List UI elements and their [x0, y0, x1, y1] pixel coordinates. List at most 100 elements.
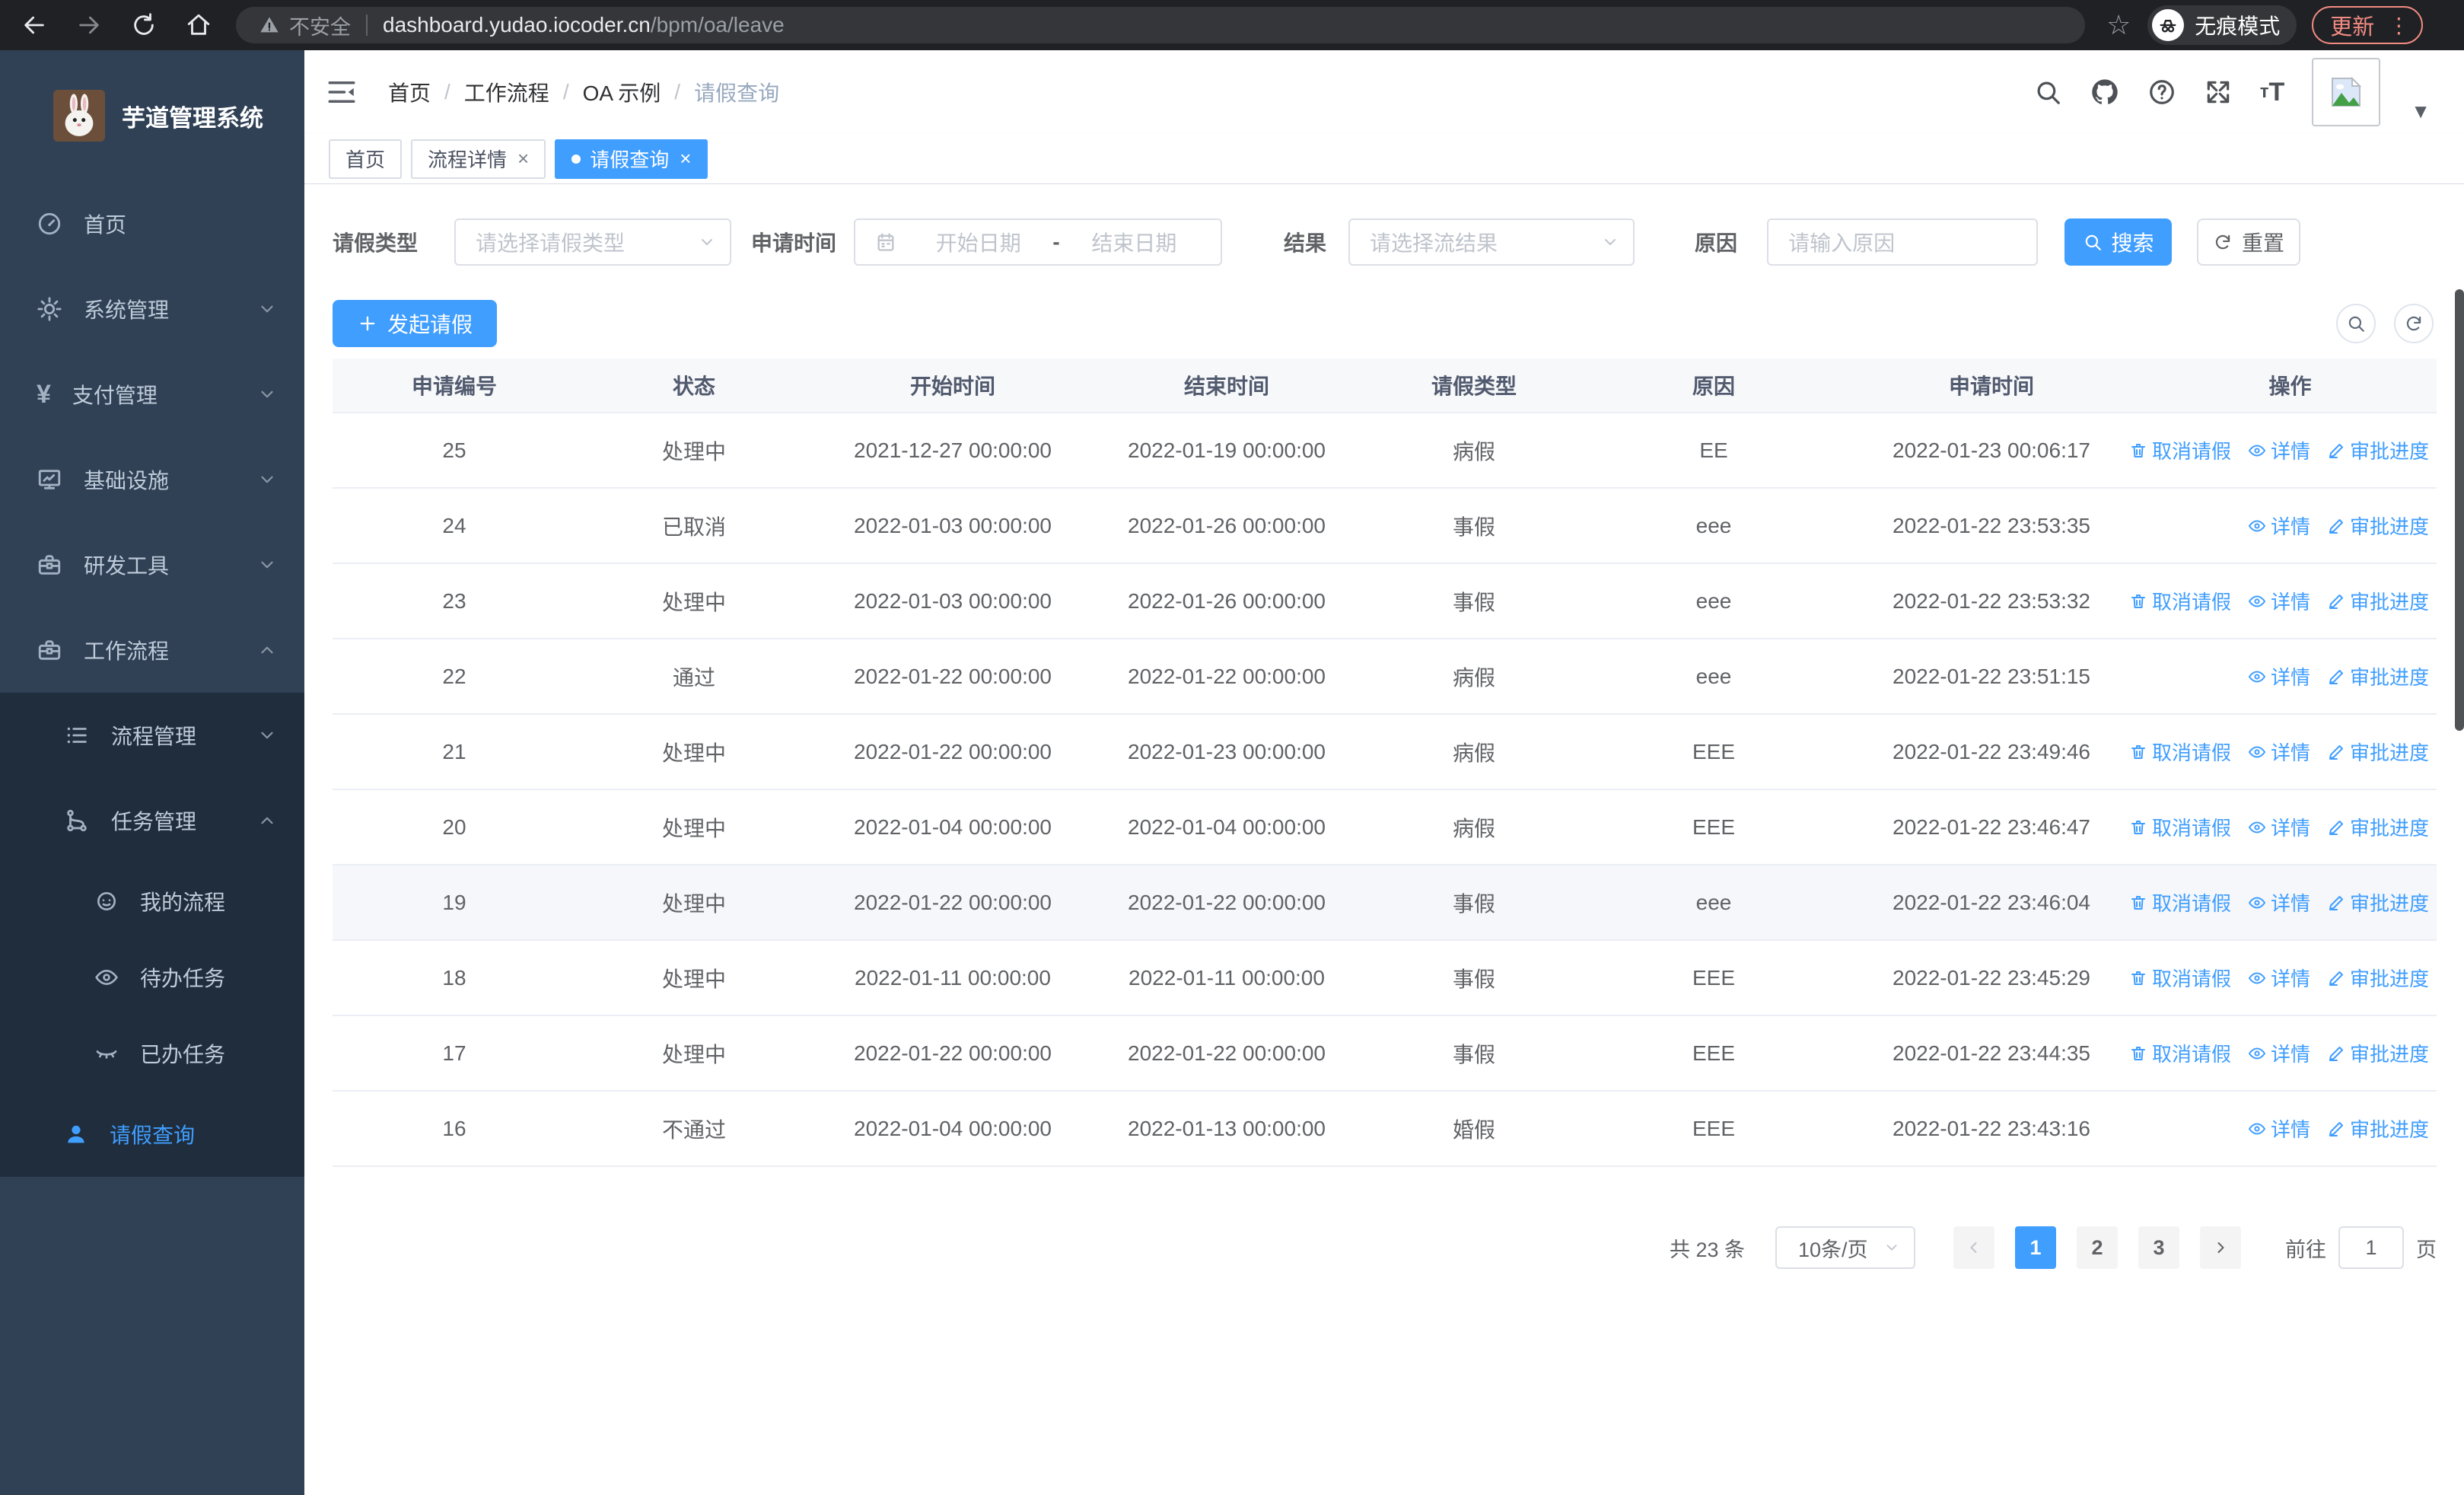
detail-link[interactable]: 详情	[2248, 436, 2310, 464]
cancel-leave-link[interactable]: 取消请假	[2129, 738, 2231, 766]
search-button[interactable]: 搜索	[2064, 218, 2173, 266]
breadcrumb-oa[interactable]: OA 示例	[582, 81, 661, 105]
cell-apply-time: 2022-01-22 23:53:35	[1893, 513, 2090, 537]
more-vertical-icon[interactable]: ⋮	[2388, 13, 2410, 37]
cancel-leave-link[interactable]: 取消请假	[2129, 813, 2231, 841]
avatar[interactable]	[2312, 58, 2381, 126]
cell-end-time: 2022-01-22 00:00:00	[1128, 1041, 1326, 1065]
breadcrumb-workflow[interactable]: 工作流程	[463, 81, 549, 105]
detail-link[interactable]: 详情	[2248, 964, 2310, 992]
cell-leave-type: 病假	[1452, 439, 1495, 464]
detail-link[interactable]: 详情	[2248, 1114, 2310, 1143]
trash-icon	[2131, 744, 2145, 759]
eye-icon	[94, 965, 119, 990]
page-button-3[interactable]: 3	[2138, 1226, 2179, 1269]
prev-page-button[interactable]	[1953, 1226, 1994, 1269]
sidebar-item-process-mgmt[interactable]: 流程管理	[0, 693, 304, 778]
fullscreen-icon[interactable]	[2204, 78, 2233, 107]
page-button-1[interactable]: 1	[2015, 1226, 2056, 1269]
approval-progress-link[interactable]: 审批进度	[2327, 813, 2429, 841]
approval-progress-link[interactable]: 审批进度	[2327, 587, 2429, 615]
cancel-leave-link[interactable]: 取消请假	[2129, 1039, 2231, 1067]
tab-process-detail[interactable]: 流程详情 ×	[411, 139, 546, 179]
range-separator: -	[1052, 230, 1060, 253]
sidebar-item-task-mgmt[interactable]: 任务管理	[0, 778, 304, 863]
close-icon[interactable]: ×	[680, 147, 692, 170]
github-icon[interactable]	[2090, 77, 2120, 107]
search-icon[interactable]	[2033, 78, 2062, 107]
security-chip[interactable]: 不安全	[259, 11, 351, 40]
tab-home[interactable]: 首页	[329, 139, 403, 179]
chevron-up-icon	[257, 811, 277, 830]
tab-leave-query[interactable]: 请假查询 ×	[555, 139, 708, 179]
reset-button[interactable]: 重置	[2197, 218, 2301, 266]
reload-icon[interactable]	[129, 11, 158, 40]
detail-link[interactable]: 详情	[2248, 738, 2310, 766]
trash-icon	[2131, 895, 2145, 910]
page-size-select[interactable]: 10条/页	[1775, 1226, 1915, 1269]
cancel-leave-link[interactable]: 取消请假	[2129, 436, 2231, 464]
approval-progress-link[interactable]: 审批进度	[2327, 888, 2429, 916]
detail-link[interactable]: 详情	[2248, 512, 2310, 540]
apply-time-range-picker[interactable]: 开始日期 - 结束日期	[854, 218, 1223, 266]
reason-input[interactable]: 请输入原因	[1767, 218, 2039, 266]
sidebar-item-done-tasks[interactable]: 已办任务	[0, 1015, 304, 1092]
cell-end-time: 2022-01-22 00:00:00	[1128, 890, 1326, 914]
next-page-button[interactable]	[2200, 1226, 2241, 1269]
result-select[interactable]: 请选择流结果	[1348, 218, 1635, 266]
sidebar-item-my-process[interactable]: 我的流程	[0, 863, 304, 939]
update-chip[interactable]: 更新 ⋮	[2312, 6, 2424, 44]
goto-page: 前往 1 页	[2285, 1226, 2437, 1269]
search-toggle-button[interactable]	[2336, 304, 2376, 343]
cell-apply-id: 19	[442, 890, 466, 914]
breadcrumb-home[interactable]: 首页	[388, 81, 431, 105]
detail-link[interactable]: 详情	[2248, 662, 2310, 690]
goto-page-input[interactable]: 1	[2338, 1226, 2404, 1269]
sidebar-menu: 首页 系统管理 ¥ 支付管理 基础设施 研发工具	[0, 181, 304, 1177]
back-icon[interactable]	[20, 11, 49, 40]
refresh-table-button[interactable]	[2394, 304, 2434, 343]
sidebar-item-infrastructure[interactable]: 基础设施	[0, 437, 304, 522]
page-button-2[interactable]: 2	[2077, 1226, 2118, 1269]
workflow-icon	[37, 637, 62, 663]
leave-type-select[interactable]: 请选择请假类型	[454, 218, 732, 266]
approval-progress-link[interactable]: 审批进度	[2327, 1114, 2429, 1143]
create-leave-button[interactable]: 发起请假	[333, 300, 498, 347]
sidebar-item-payment[interactable]: ¥ 支付管理	[0, 352, 304, 437]
address-bar[interactable]: 不安全 dashboard.yudao.iocoder.cn/bpm/oa/le…	[236, 7, 2085, 43]
sidebar-item-devtools[interactable]: 研发工具	[0, 522, 304, 607]
close-icon[interactable]: ×	[517, 147, 530, 170]
approval-progress-link[interactable]: 审批进度	[2327, 964, 2429, 992]
help-icon[interactable]	[2147, 78, 2176, 107]
cancel-leave-link[interactable]: 取消请假	[2129, 964, 2231, 992]
home-icon[interactable]	[184, 11, 213, 40]
sidebar-item-system[interactable]: 系统管理	[0, 266, 304, 352]
approval-progress-link[interactable]: 审批进度	[2327, 1039, 2429, 1067]
prev-icon	[1970, 1242, 1977, 1253]
cell-actions: 取消请假 详情 审批进度	[2131, 888, 2437, 916]
detail-link[interactable]: 详情	[2248, 888, 2310, 916]
security-label: 不安全	[289, 15, 351, 39]
approval-progress-link[interactable]: 审批进度	[2327, 738, 2429, 766]
sidebar-item-leave-query[interactable]: 请假查询	[0, 1092, 304, 1177]
cancel-leave-link[interactable]: 取消请假	[2129, 587, 2231, 615]
forward-icon[interactable]	[75, 11, 103, 40]
caret-down-icon[interactable]: ▼	[2411, 100, 2431, 123]
approval-progress-link[interactable]: 审批进度	[2327, 436, 2429, 464]
next-icon	[2217, 1242, 2224, 1253]
detail-link[interactable]: 详情	[2248, 813, 2310, 841]
sidebar-item-home[interactable]: 首页	[0, 181, 304, 266]
detail-link[interactable]: 详情	[2248, 587, 2310, 615]
approval-progress-link[interactable]: 审批进度	[2327, 512, 2429, 540]
sidebar-item-todo-tasks[interactable]: 待办任务	[0, 939, 304, 1015]
scrollbar-thumb[interactable]	[2455, 289, 2464, 731]
bookmark-star-icon[interactable]: ☆	[2106, 9, 2131, 40]
approval-progress-link[interactable]: 审批进度	[2327, 662, 2429, 690]
chevron-down-icon	[257, 725, 277, 745]
sidebar-item-workflow[interactable]: 工作流程	[0, 607, 304, 693]
hamburger-icon[interactable]	[326, 76, 358, 108]
detail-link[interactable]: 详情	[2248, 1039, 2310, 1067]
breadcrumb-separator: /	[444, 80, 450, 104]
cancel-leave-link[interactable]: 取消请假	[2129, 888, 2231, 916]
